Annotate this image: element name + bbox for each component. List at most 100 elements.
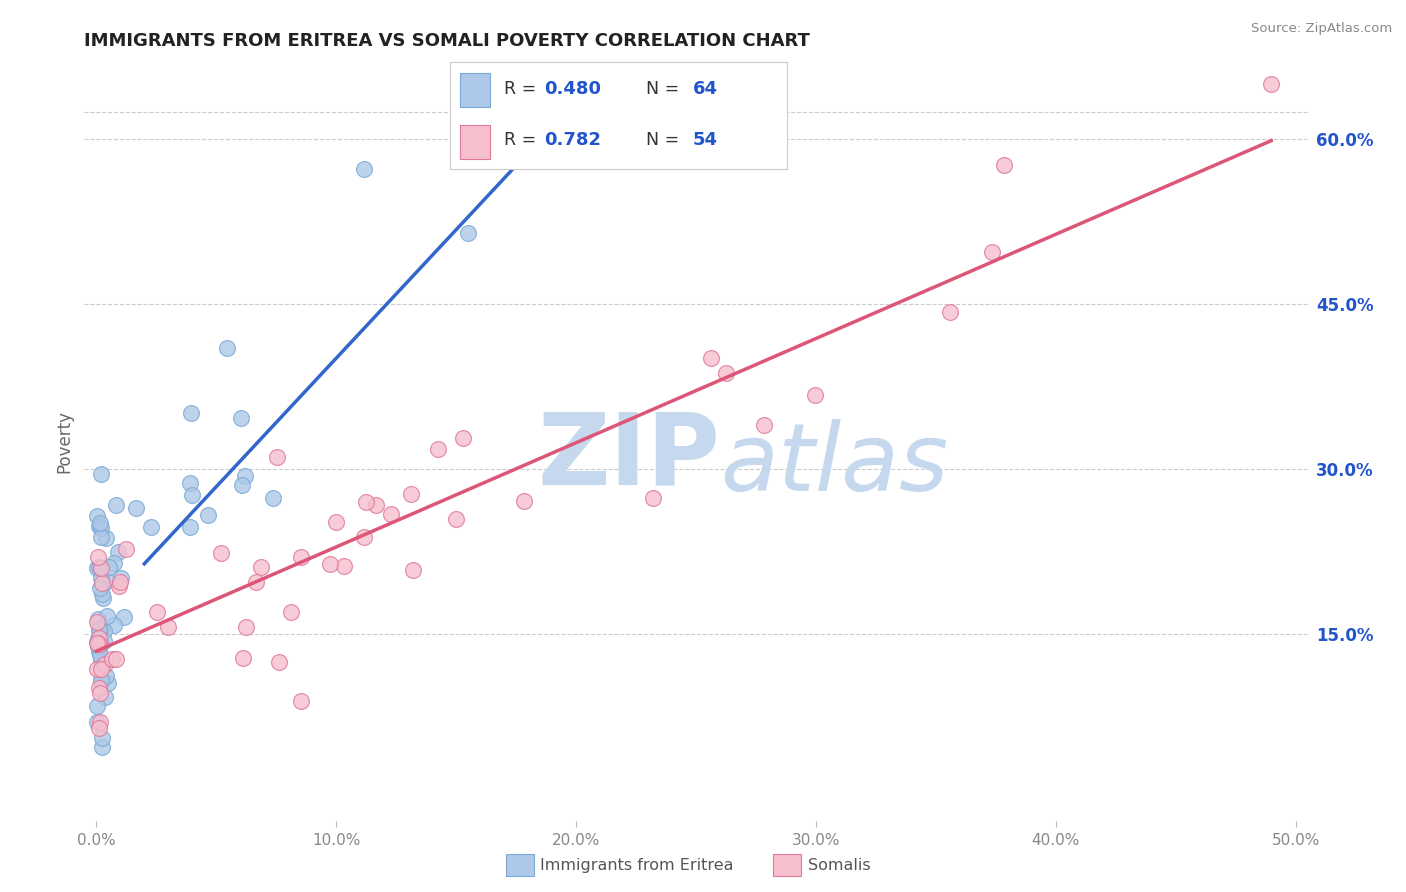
Point (86, 715, 108, 730)
Text: R =: R = (503, 80, 541, 98)
Point (87, 550, 110, 565)
Point (90, 571, 112, 585)
Point (231, 477, 253, 491)
Point (96, 669, 118, 683)
Point (364, 498, 387, 512)
Point (87, 637, 110, 651)
Point (90, 561, 112, 575)
Point (87, 623, 110, 637)
Y-axis label: Poverty: Poverty (55, 410, 73, 473)
Point (87, 622, 110, 636)
Point (444, 511, 467, 525)
Point (93, 624, 115, 638)
Point (290, 550, 312, 565)
Point (96, 608, 118, 623)
Point (94, 531, 117, 545)
Point (87, 612, 110, 626)
Point (229, 411, 252, 425)
Point (714, 367, 737, 381)
Point (94, 657, 117, 672)
Text: ZIP: ZIP (537, 409, 720, 505)
Point (100, 651, 122, 665)
Point (233, 468, 256, 483)
Point (86, 561, 108, 575)
Point (401, 562, 423, 576)
Point (89, 622, 111, 636)
Point (197, 508, 219, 523)
Point (90, 622, 112, 636)
Point (89, 686, 111, 700)
Point (87, 519, 110, 533)
Point (139, 519, 162, 533)
Point (641, 491, 664, 505)
Text: R =: R = (503, 130, 541, 148)
Point (457, 226, 479, 240)
Text: Immigrants from Eritrea: Immigrants from Eritrea (540, 858, 734, 872)
Point (104, 498, 127, 512)
Point (353, 530, 375, 544)
Point (93, 690, 115, 704)
Point (87, 632, 110, 646)
Point (97, 675, 120, 690)
Point (90, 673, 112, 687)
Point (146, 605, 169, 619)
Point (89, 636, 111, 650)
Point (103, 556, 125, 570)
Point (91, 657, 114, 672)
Point (453, 431, 475, 445)
Point (91, 731, 114, 746)
Point (90, 521, 112, 535)
Point (110, 574, 132, 589)
Point (103, 617, 125, 632)
Point (209, 546, 232, 560)
Point (380, 507, 402, 521)
Point (804, 388, 827, 402)
Point (235, 620, 257, 634)
Point (89, 581, 111, 595)
Point (107, 545, 129, 559)
Text: N =: N = (645, 130, 685, 148)
Point (115, 542, 138, 557)
Point (89, 631, 111, 645)
Point (87, 639, 110, 653)
Point (86, 698, 108, 713)
Point (90, 655, 112, 669)
Point (354, 495, 377, 509)
Text: 0.480: 0.480 (544, 80, 602, 98)
Point (262, 491, 284, 505)
Point (318, 557, 340, 571)
Point (269, 655, 291, 669)
Point (401, 487, 423, 501)
Point (266, 450, 288, 464)
Point (86, 634, 108, 648)
Point (179, 520, 201, 534)
Point (538, 111, 561, 125)
Point (938, 305, 960, 319)
Point (981, 244, 1004, 259)
Point (89, 714, 111, 729)
Point (215, 341, 238, 355)
Point (181, 488, 204, 502)
Point (89, 637, 111, 651)
Point (333, 558, 356, 573)
Point (993, 158, 1015, 172)
Point (90, 467, 112, 481)
Point (290, 694, 312, 708)
Point (1260, 78, 1282, 92)
Point (179, 475, 201, 490)
Point (89, 648, 111, 663)
Text: Source: ZipAtlas.com: Source: ZipAtlas.com (1251, 22, 1392, 36)
Text: IMMIGRANTS FROM ERITREA VS SOMALI POVERTY CORRELATION CHART: IMMIGRANTS FROM ERITREA VS SOMALI POVERT… (84, 32, 810, 50)
Text: atlas: atlas (720, 418, 949, 510)
Point (232, 651, 254, 665)
Point (156, 619, 179, 633)
Point (752, 418, 775, 433)
Point (87, 644, 110, 658)
Point (125, 501, 148, 516)
Point (90, 587, 112, 601)
Point (96, 574, 118, 589)
Point (108, 579, 131, 593)
Point (245, 575, 267, 590)
Point (89, 560, 111, 574)
Text: N =: N = (645, 80, 685, 98)
